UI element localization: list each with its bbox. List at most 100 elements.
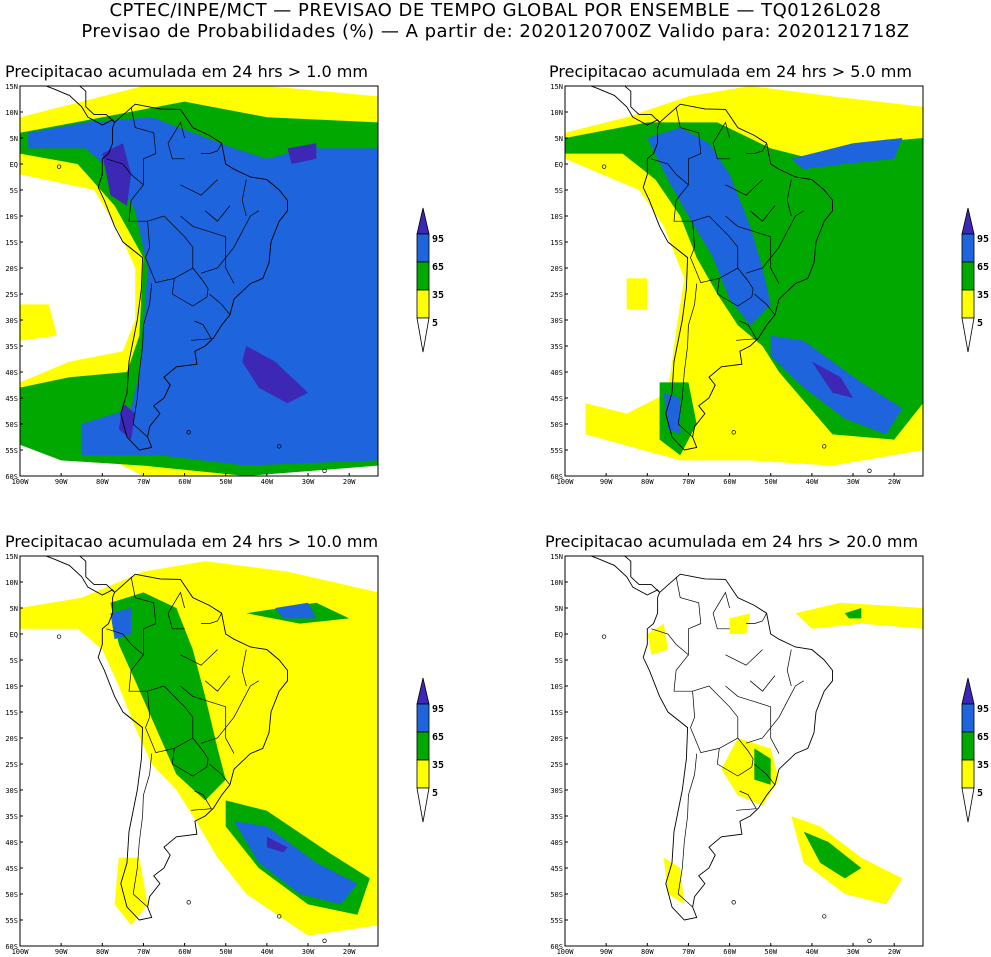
lon-tick-label: 40W	[261, 478, 274, 486]
lat-tick-label: 40S	[550, 369, 563, 377]
colorbar-segment-darkblue	[416, 207, 430, 235]
country-border	[191, 790, 212, 811]
country-border	[180, 649, 218, 666]
lat-tick-label: 15N	[550, 553, 563, 561]
coastline-central-america	[565, 556, 660, 596]
lat-tick-label: EQ	[555, 631, 563, 639]
lat-tick-label: 25S	[550, 291, 563, 299]
country-border	[736, 790, 757, 811]
country-border	[204, 205, 231, 222]
prob-area-green	[844, 608, 862, 619]
lon-tick-label: 90W	[600, 948, 613, 956]
map-panel-1mm: 15N 10N 5N EQ 5S 10S 15S 20S 25S 30S 35S 40S 45S 50S 5…	[5, 83, 379, 486]
lat-tick-label: 50S	[550, 421, 563, 429]
header-line-2: Previsao de Probabilidades (%) — A parti…	[81, 21, 910, 42]
lat-tick-label: 10S	[550, 683, 563, 691]
lat-tick-label: 15S	[5, 239, 18, 247]
island	[867, 938, 872, 943]
country-border	[725, 215, 771, 238]
lon-tick-label: 50W	[764, 948, 777, 956]
lon-tick-label: 30W	[302, 948, 315, 956]
lon-tick-label: 40W	[261, 948, 274, 956]
prob-area-blue	[791, 138, 903, 170]
lat-tick-label: EQ	[10, 161, 18, 169]
country-border	[749, 205, 776, 222]
country-border	[145, 685, 194, 754]
prob-area-darkblue	[811, 361, 853, 398]
country-border	[667, 711, 688, 728]
colorbar-level-label: 5	[977, 788, 983, 799]
lon-tick-label: 20W	[343, 948, 356, 956]
island	[867, 468, 872, 473]
country-border	[651, 106, 702, 186]
lat-tick-label: 45S	[5, 865, 18, 873]
lat-tick-label: 10N	[5, 109, 18, 117]
country-border	[786, 179, 792, 217]
prob-area-yellow	[647, 623, 668, 655]
island	[822, 444, 827, 449]
lat-tick-label: 45S	[5, 395, 18, 403]
coastline-central-america	[565, 86, 660, 126]
map-panel-10mm: 15N 10N 5N EQ 5S 10S 15S 20S 25S 30S 35S 40S 45S 50S 5…	[5, 553, 379, 956]
country-border	[201, 143, 222, 154]
lon-tick-label: 60W	[723, 478, 736, 486]
country-border	[191, 320, 212, 341]
prob-area-green	[803, 831, 862, 879]
country-border	[132, 283, 153, 438]
colorbar-segment-blue	[416, 233, 430, 263]
coastline-central-america	[20, 86, 115, 126]
colorbar-level-label: 65	[432, 262, 444, 273]
colorbar-level-label: 95	[432, 234, 444, 245]
prob-area-blue	[663, 392, 681, 435]
coastline	[642, 573, 833, 921]
lat-tick-label: 5S	[10, 657, 18, 665]
coastline-central-america	[20, 556, 115, 596]
prob-area-blue	[234, 821, 358, 905]
country-border	[122, 711, 143, 728]
country-border	[180, 685, 226, 708]
lon-tick-label: 80W	[96, 478, 109, 486]
country-border	[122, 241, 143, 258]
lat-tick-label: EQ	[10, 631, 18, 639]
lat-tick-label: 20S	[550, 735, 563, 743]
lat-tick-label: 45S	[550, 395, 563, 403]
lat-tick-label: 35S	[5, 813, 18, 821]
panel-title-5mm: Precipitacao acumulada em 24 hrs > 5.0 m…	[549, 62, 912, 81]
lat-tick-label: 25S	[550, 761, 563, 769]
lat-tick-label: 35S	[550, 343, 563, 351]
colorbar-segment-yellow	[416, 289, 430, 319]
lon-tick-label: 20W	[888, 948, 901, 956]
lat-tick-label: 30S	[550, 787, 563, 795]
country-border	[746, 613, 767, 624]
lat-tick-label: 15S	[5, 709, 18, 717]
lat-tick-label: 10S	[550, 213, 563, 221]
lon-tick-label: 70W	[682, 478, 695, 486]
lat-tick-label: 15N	[5, 83, 18, 91]
colorbar-segment-darkblue	[416, 677, 430, 705]
island	[56, 164, 62, 169]
prob-area-blue	[647, 127, 771, 326]
lon-tick-label: 100W	[12, 948, 30, 956]
country-border	[667, 241, 688, 258]
lat-tick-label: 40S	[5, 369, 18, 377]
lon-tick-label: 30W	[302, 478, 315, 486]
prob-area-yellow	[114, 857, 148, 926]
lat-tick-label: 50S	[5, 421, 18, 429]
colorbar-level-label: 5	[432, 788, 438, 799]
colorbar-level-label: 5	[432, 318, 438, 329]
lat-tick-label: 5S	[555, 187, 563, 195]
lon-tick-label: 90W	[600, 478, 613, 486]
colorbar-segment-yellow	[961, 289, 975, 319]
prob-area-yellow	[729, 613, 751, 634]
country-border	[754, 293, 776, 316]
lon-tick-label: 70W	[137, 478, 150, 486]
lat-tick-label: 60S	[5, 473, 18, 481]
lat-tick-label: 20S	[5, 265, 18, 273]
colorbar-level-label: 65	[432, 732, 444, 743]
lat-tick-label: 55S	[550, 917, 563, 925]
lat-tick-label: 60S	[550, 473, 563, 481]
country-border	[673, 184, 693, 222]
colorbar-level-label: 95	[977, 704, 989, 715]
panel-title-20mm: Precipitacao acumulada em 24 hrs > 20.0 …	[545, 532, 919, 551]
lon-tick-label: 50W	[219, 478, 232, 486]
